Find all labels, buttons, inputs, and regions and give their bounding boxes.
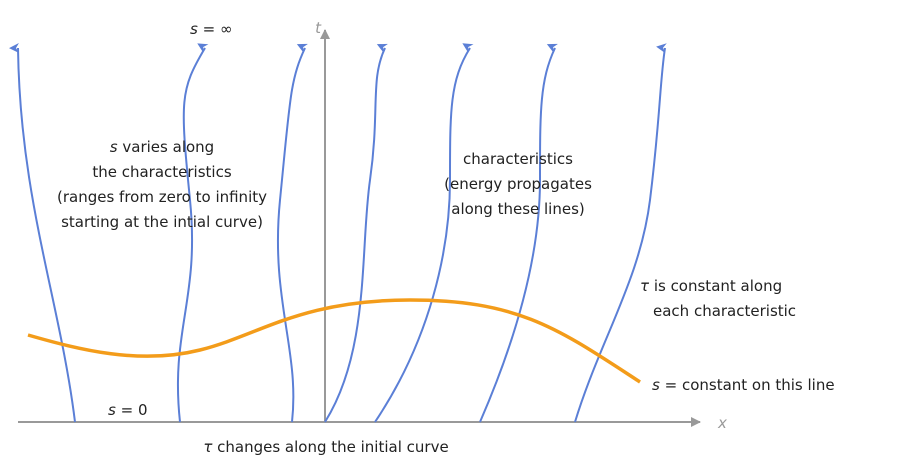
s-constant: s = constant on this line	[652, 376, 835, 394]
characteristic	[479, 43, 559, 423]
svg-text:s varies along: s varies along	[110, 138, 214, 156]
s-zero: s = 0	[108, 401, 148, 419]
label: = 0	[121, 401, 148, 419]
symbol: τ	[203, 438, 213, 456]
tau-constant: τ is constant along each characteristic	[640, 277, 796, 320]
label: = ∞	[203, 20, 233, 38]
symbol: s	[190, 20, 198, 38]
s-varies: s varies along the characteristics (rang…	[57, 138, 267, 231]
label: the characteristics	[92, 163, 231, 181]
label: changes along the initial curve	[217, 438, 449, 456]
characteristic	[176, 43, 209, 423]
svg-text:τ is constant along: τ is constant along	[640, 277, 782, 295]
characteristic	[9, 42, 76, 423]
label: (ranges from zero to infinity	[57, 188, 267, 206]
label: is constant along	[654, 277, 782, 295]
characteristic	[276, 43, 309, 423]
label: starting at the intial curve)	[61, 213, 263, 231]
label: characteristics	[463, 150, 573, 168]
symbol: s	[652, 376, 660, 394]
label: (energy propagates	[444, 175, 592, 193]
label: varies along	[122, 138, 214, 156]
characteristic	[374, 43, 474, 423]
s-infinity: s = ∞	[190, 20, 232, 38]
characteristic	[574, 43, 667, 423]
characteristics-note: characteristics (energy propagates along…	[444, 150, 592, 218]
label: along these lines)	[451, 200, 585, 218]
tau-changes: τ changes along the initial curve	[203, 438, 448, 456]
t-axis-label: t	[315, 19, 322, 37]
symbol: s	[108, 401, 116, 419]
initial-curve	[27, 298, 641, 384]
label: = constant on this line	[665, 376, 835, 394]
symbol: s	[110, 138, 118, 156]
characteristic	[324, 43, 389, 423]
label: each characteristic	[653, 302, 796, 320]
characteristics	[9, 42, 667, 423]
symbol: τ	[640, 277, 650, 295]
x-axis-label: x	[717, 414, 727, 432]
